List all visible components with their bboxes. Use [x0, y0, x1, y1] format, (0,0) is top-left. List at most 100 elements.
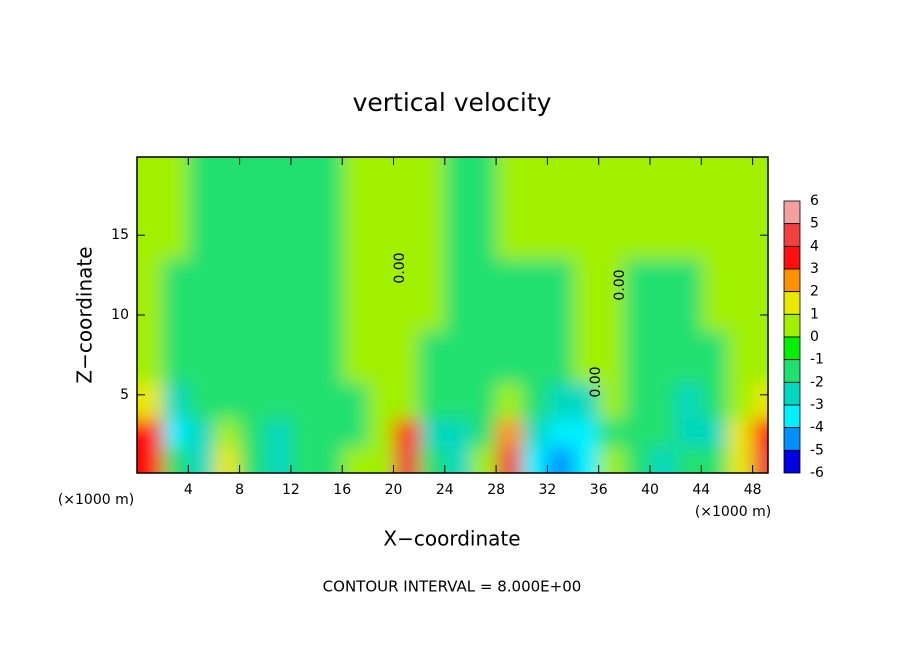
cell — [726, 330, 754, 384]
cell — [316, 382, 343, 420]
colorbar-swatch — [783, 313, 801, 338]
cell — [701, 418, 728, 448]
cell — [162, 382, 189, 420]
cell — [137, 157, 164, 260]
cell — [650, 330, 677, 384]
cell — [598, 382, 625, 420]
cell — [162, 259, 189, 332]
cell — [342, 259, 369, 332]
x-tick-label: 4 — [184, 482, 193, 498]
cell — [367, 157, 395, 260]
cell — [137, 446, 164, 473]
cell — [188, 157, 215, 260]
colorbar-label: -6 — [810, 465, 824, 481]
cell — [393, 382, 420, 420]
footer: CONTOUR INTERVAL = 8.000E+00 — [323, 578, 582, 596]
cell — [547, 157, 574, 260]
cell — [624, 330, 651, 384]
colorbar-label: 0 — [810, 329, 819, 345]
contour-label: 0.00 — [392, 252, 408, 283]
cell — [752, 157, 768, 260]
cell — [470, 259, 497, 332]
colorbar-label: 4 — [810, 238, 819, 254]
cell — [239, 418, 266, 448]
cell — [290, 330, 318, 384]
cell — [547, 418, 574, 448]
cell — [752, 382, 768, 420]
cell — [675, 157, 702, 260]
cell — [188, 259, 215, 332]
cell — [521, 157, 548, 260]
colorbar-label: -2 — [810, 374, 824, 390]
cell — [547, 446, 574, 473]
colorbar-swatch — [783, 336, 801, 361]
cell — [496, 330, 523, 384]
cell — [726, 382, 754, 420]
cell — [726, 157, 754, 260]
x-unit: (×1000 m) — [58, 492, 134, 508]
cell — [213, 446, 241, 473]
colorbar-label: -5 — [810, 442, 824, 458]
cell — [188, 382, 215, 420]
cell — [726, 259, 754, 332]
cell — [393, 418, 420, 448]
cell — [419, 446, 446, 473]
cell — [701, 382, 728, 420]
cell — [393, 157, 420, 260]
x-unit: (×1000 m) — [695, 504, 771, 520]
cell — [650, 446, 677, 473]
cell — [470, 418, 497, 448]
cell — [752, 330, 768, 384]
cell — [213, 259, 241, 332]
cell — [470, 382, 497, 420]
cell — [726, 446, 754, 473]
cell — [137, 418, 164, 448]
cell — [650, 382, 677, 420]
x-tick-label: 20 — [385, 482, 403, 498]
x-tick-label: 16 — [333, 482, 351, 498]
cell — [521, 259, 548, 332]
cell — [265, 418, 292, 448]
x-axis-label: X−coordinate — [383, 527, 520, 551]
y-tick-label: 15 — [111, 227, 129, 243]
contour-label: 0.00 — [612, 269, 628, 300]
cell — [496, 157, 523, 260]
y-axis-label: Z−coordinate — [73, 246, 97, 383]
cell — [598, 157, 625, 260]
cell — [598, 259, 625, 332]
cell — [367, 330, 395, 384]
colorbar-swatch — [783, 223, 801, 247]
cell — [470, 446, 497, 473]
cell — [547, 330, 574, 384]
colorbar-label: 2 — [810, 284, 819, 300]
cell — [137, 382, 164, 420]
cell — [573, 157, 600, 260]
colorbar-label: -4 — [810, 420, 824, 436]
cell — [624, 446, 651, 473]
cell — [342, 418, 369, 448]
cell — [265, 330, 292, 384]
cell — [752, 259, 768, 332]
cell — [290, 446, 318, 473]
cell — [290, 157, 318, 260]
colorbar-swatch — [783, 245, 801, 270]
plot-area — [137, 157, 768, 473]
cell — [573, 259, 600, 332]
colorbar-label: -3 — [810, 397, 824, 413]
colorbar-label: -1 — [810, 352, 824, 368]
cell — [367, 446, 395, 473]
cell — [598, 418, 625, 448]
cell — [752, 446, 768, 473]
cell — [239, 259, 266, 332]
cell — [496, 446, 523, 473]
cell — [624, 418, 651, 448]
y-tick-label: 10 — [111, 307, 129, 323]
cell — [547, 259, 574, 332]
cell — [188, 330, 215, 384]
cell — [444, 382, 471, 420]
cell — [290, 418, 318, 448]
colorbar-swatch — [783, 449, 801, 474]
cell — [624, 382, 651, 420]
cell — [342, 382, 369, 420]
cell — [419, 259, 446, 332]
